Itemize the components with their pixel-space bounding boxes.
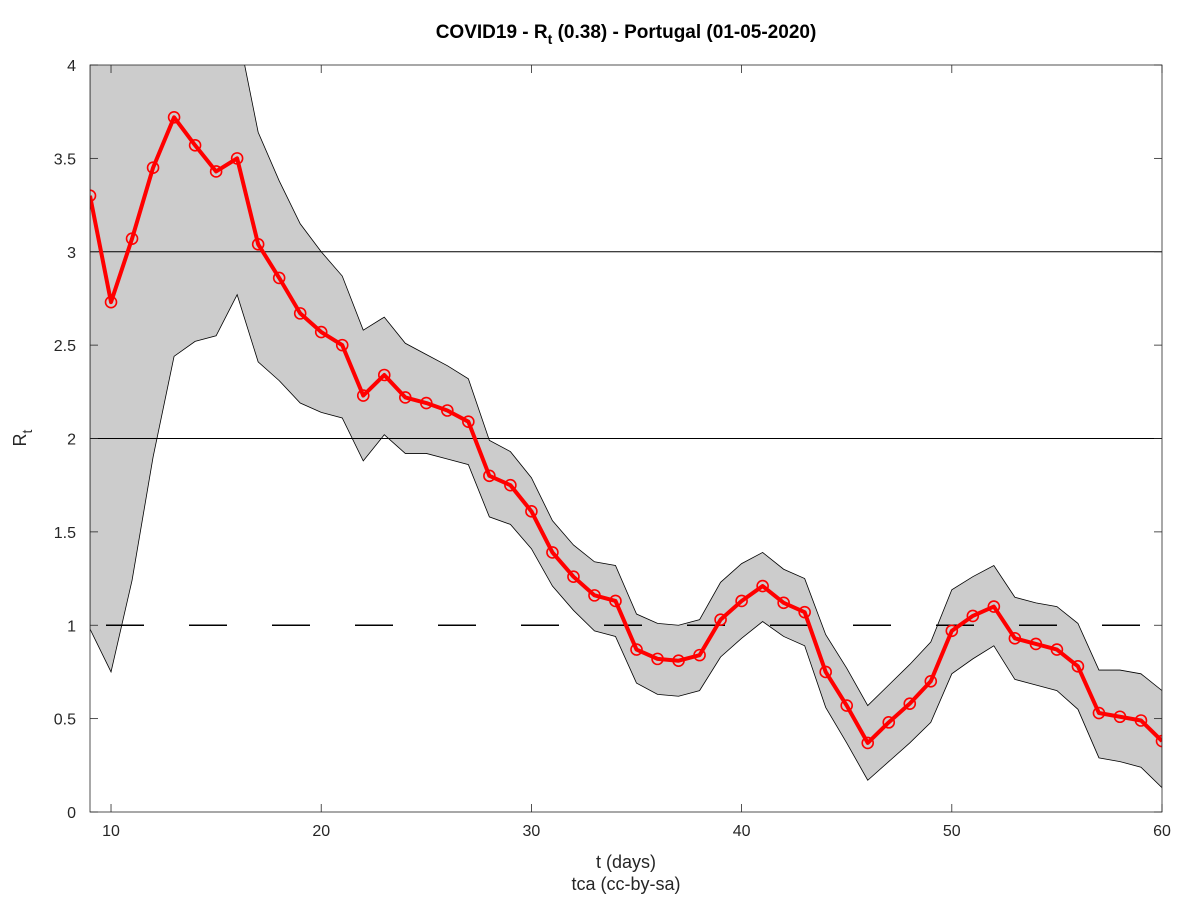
y-tick-label: 1.5 (54, 525, 76, 542)
data-point (924, 674, 938, 688)
ticks-layer: 10 20 30 40 50 60 0 0.5 1 1.5 2 2.5 3 3.5 4 (54, 58, 1171, 840)
data-point (882, 716, 896, 729)
data-point (125, 232, 139, 245)
data-point (504, 478, 517, 492)
y-tick-label: 2 (67, 432, 76, 449)
data-point (630, 643, 643, 656)
data-point (272, 271, 286, 285)
data-point (693, 648, 706, 662)
data-point (714, 613, 727, 626)
data-point (651, 652, 664, 666)
data-point (420, 396, 433, 410)
data-point (462, 415, 475, 428)
data-point (945, 624, 959, 638)
data-point (1029, 637, 1043, 651)
data-point (819, 665, 832, 679)
data-point (987, 600, 1001, 613)
y-tick-label: 4 (67, 58, 76, 75)
x-tick-label: 50 (943, 823, 961, 840)
data-point (966, 609, 980, 623)
data-point (903, 697, 917, 710)
data-point (335, 338, 349, 352)
data-point (756, 579, 769, 593)
data-point (567, 570, 580, 583)
x-tick-label: 60 (1153, 823, 1171, 840)
data-point (861, 736, 875, 750)
x-tick-label: 30 (523, 823, 541, 840)
data-point (588, 589, 601, 602)
x-tick-label: 10 (102, 823, 120, 840)
confidence-band (90, 65, 1162, 789)
data-point (90, 189, 97, 203)
data-point (230, 152, 244, 165)
data-point (525, 505, 538, 518)
x-axis-label: t (days) (596, 852, 656, 872)
credit-label: tca (cc-by-sa) (571, 874, 680, 894)
data-point (314, 325, 328, 339)
data-point (1050, 643, 1064, 656)
data-point (1008, 632, 1022, 645)
data-point (1092, 706, 1106, 720)
series-layer (90, 110, 1162, 750)
data-point (1071, 660, 1085, 673)
y-tick-label: 0.5 (54, 712, 76, 729)
data-point (1155, 734, 1162, 748)
data-point (1113, 710, 1127, 724)
y-axis-label: Rt (10, 429, 35, 446)
y-tick-label: 1 (67, 618, 76, 635)
data-point (735, 594, 748, 608)
chart-title: COVID19 - Rt (0.38) - Portugal (01-05-20… (436, 22, 817, 47)
data-point (188, 139, 202, 152)
data-point (672, 654, 685, 668)
data-point (146, 161, 160, 175)
data-point (209, 165, 223, 178)
data-point (251, 237, 265, 251)
y-tick-label: 3.5 (54, 151, 76, 168)
x-tick-label: 40 (733, 823, 751, 840)
data-point (167, 110, 181, 124)
data-point (546, 546, 559, 559)
data-point (293, 307, 307, 320)
data-point (798, 605, 811, 619)
x-tick-label: 20 (312, 823, 330, 840)
data-point (609, 594, 622, 608)
data-point (377, 368, 391, 382)
y-tick-label: 0 (67, 805, 76, 822)
data-point (356, 389, 370, 402)
data-point (483, 469, 496, 483)
series-line-0 (90, 115, 1162, 745)
data-point (104, 295, 118, 309)
data-point (441, 404, 454, 417)
data-point (840, 699, 854, 712)
data-point (777, 596, 790, 610)
y-tick-label: 3 (67, 245, 76, 262)
data-point (398, 391, 412, 404)
confidence-band-layer (90, 65, 1162, 789)
data-point (1134, 714, 1148, 727)
y-tick-label: 2.5 (54, 338, 76, 355)
